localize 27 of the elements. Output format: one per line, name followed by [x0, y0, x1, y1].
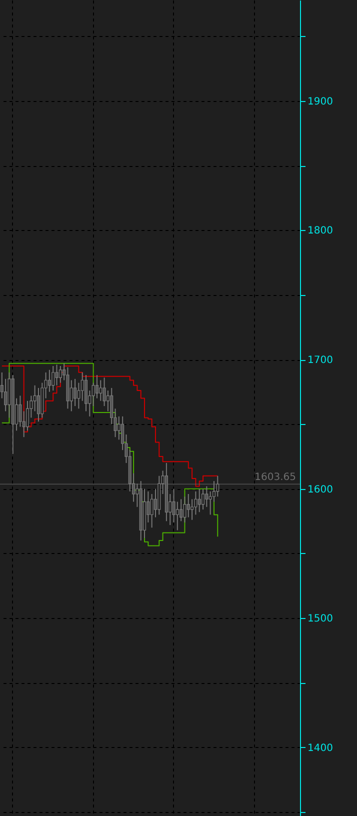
ref-line-label: 1603.65	[254, 472, 296, 484]
candlestick	[186, 493, 190, 518]
candlestick	[183, 496, 186, 523]
y-tick-label: 1500	[308, 614, 333, 625]
candlestick	[102, 377, 106, 407]
candlestick	[99, 380, 102, 402]
candlestick	[74, 378, 77, 407]
y-tick-label: 1800	[308, 226, 333, 237]
y-tick-label: 1900	[308, 96, 333, 108]
candlestick	[198, 488, 201, 513]
candlestick	[117, 416, 120, 440]
candlestick	[55, 364, 58, 386]
y-tick-label: 1600	[308, 484, 333, 496]
candlestick	[201, 488, 205, 510]
candlestick	[58, 365, 62, 384]
candlestick	[36, 387, 40, 422]
y-tick-label: 1700	[308, 355, 333, 366]
candlestick	[33, 384, 36, 412]
candlestick	[52, 365, 55, 392]
candlestick	[18, 395, 22, 428]
candlestick	[77, 382, 80, 410]
candlestick	[95, 374, 99, 399]
candlestick	[176, 501, 179, 531]
y-tick-label: 1400	[308, 742, 333, 754]
candlestick	[48, 369, 51, 392]
candlestick	[80, 372, 84, 402]
candlestick	[150, 493, 154, 528]
